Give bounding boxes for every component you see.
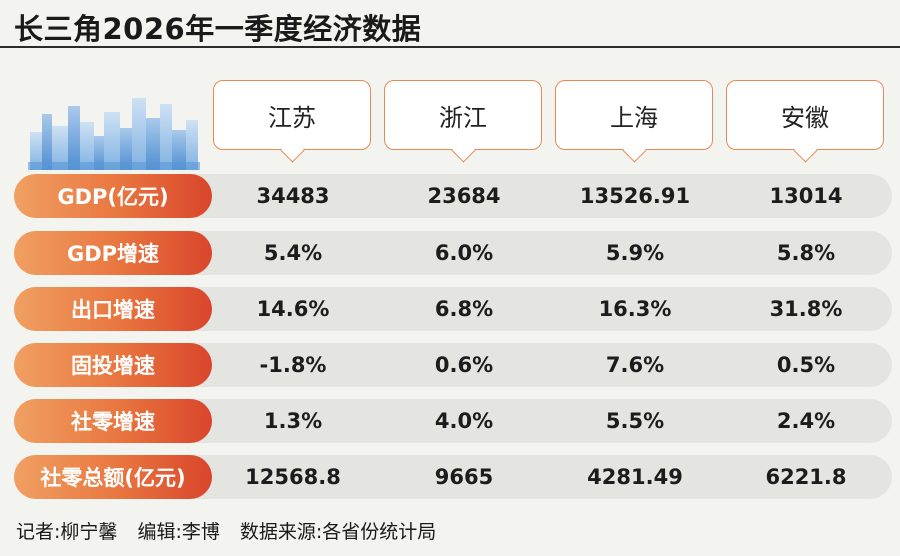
table-cell: 2.4% — [776, 409, 836, 433]
table-cell: 34483 — [256, 184, 330, 208]
data-source-credit: 数据来源:各省份统计局 — [239, 521, 437, 543]
table-cell: 6221.8 — [765, 465, 847, 489]
region-name: 上海 — [610, 103, 658, 132]
region-header-zhejiang: 浙江 — [384, 80, 542, 163]
table-cell: 4.0% — [434, 409, 494, 433]
table-cell: 1.3% — [263, 409, 323, 433]
row-label: 社零增速 — [14, 399, 212, 443]
region-header-jiangsu: 江苏 — [213, 80, 371, 163]
row-label: 固投增速 — [14, 343, 212, 387]
reporter-credit: 记者:柳宁馨 — [16, 521, 118, 543]
region-name: 浙江 — [439, 103, 487, 132]
table-cell: -1.8% — [259, 353, 327, 377]
table-cell: 14.6% — [256, 297, 330, 321]
table-cell: 5.5% — [605, 409, 665, 433]
row-label: GDP增速 — [14, 231, 212, 275]
title-divider — [0, 46, 900, 48]
table-cell: 0.5% — [776, 353, 836, 377]
credits-footer: 记者:柳宁馨 编辑:李博 数据来源:各省份统计局 — [16, 517, 450, 544]
region-header-shanghai: 上海 — [555, 80, 713, 163]
table-cell: 31.8% — [769, 297, 843, 321]
row-label: 出口增速 — [14, 287, 212, 331]
table-cell: 6.0% — [434, 241, 494, 265]
table-cell: 7.6% — [605, 353, 665, 377]
region-name: 江苏 — [268, 103, 316, 132]
row-label: GDP(亿元) — [14, 174, 212, 218]
table-cell: 13526.91 — [579, 184, 691, 208]
table-cell: 12568.8 — [245, 465, 341, 489]
region-name: 安徽 — [781, 103, 829, 132]
city-skyline-icon — [28, 98, 200, 170]
table-cell: 0.6% — [434, 353, 494, 377]
table-cell: 23684 — [427, 184, 501, 208]
table-cell: 4281.49 — [587, 465, 683, 489]
table-cell: 9665 — [434, 465, 494, 489]
row-label: 社零总额(亿元) — [14, 455, 212, 499]
table-cell: 16.3% — [598, 297, 672, 321]
table-cell: 6.8% — [434, 297, 494, 321]
table-cell: 5.4% — [263, 241, 323, 265]
table-cell: 5.9% — [605, 241, 665, 265]
region-header-anhui: 安徽 — [726, 80, 884, 163]
page-title: 长三角2026年一季度经济数据 — [14, 12, 422, 46]
table-cell: 5.8% — [776, 241, 836, 265]
table-cell: 13014 — [769, 184, 843, 208]
editor-credit: 编辑:李博 — [137, 521, 220, 543]
